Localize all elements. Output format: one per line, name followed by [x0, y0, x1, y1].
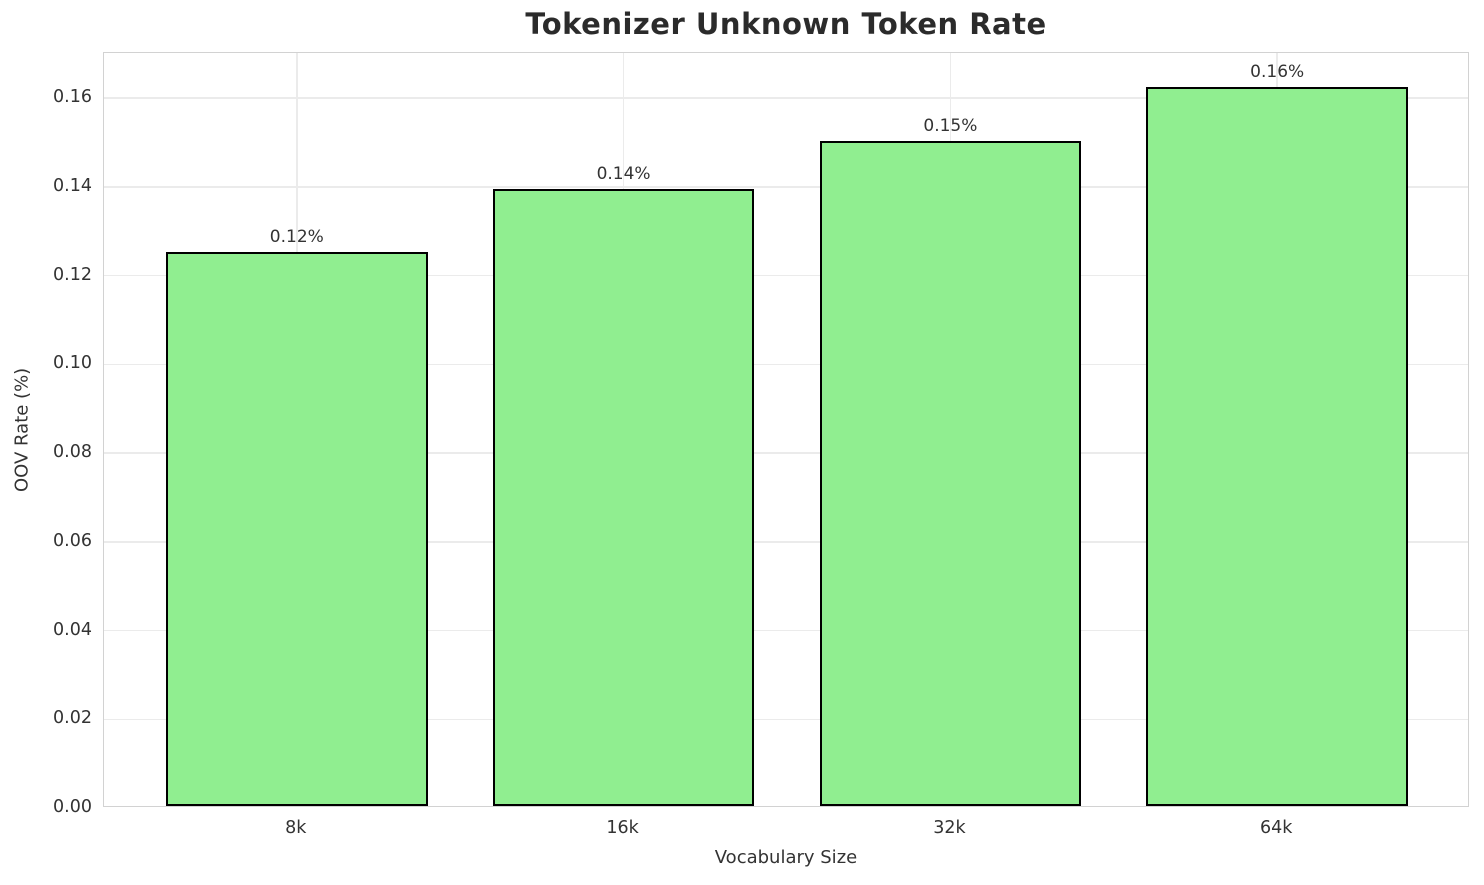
y-axis-label: OOV Rate (%) — [11, 367, 33, 492]
y-tick-label: 0.02 — [53, 708, 92, 729]
y-tick-label: 0.00 — [53, 797, 92, 817]
y-tick-label: 0.06 — [53, 530, 92, 551]
y-tick-label: 0.10 — [53, 353, 92, 374]
y-tick-label: 0.14 — [53, 175, 92, 196]
bar-value-label: 0.16% — [1250, 62, 1305, 83]
y-gridline — [104, 363, 1468, 366]
bar-16k — [492, 189, 755, 806]
y-tick-label: 0.08 — [53, 442, 92, 463]
bar-value-label: 0.15% — [923, 115, 978, 136]
y-gridline — [104, 629, 1468, 632]
x-tick-label: 64k — [1259, 818, 1293, 838]
y-tick-label: 0.12 — [53, 264, 92, 285]
x-tick-label: 16k — [606, 818, 639, 838]
bar-64k — [1146, 87, 1408, 806]
y-tick-label: 0.04 — [53, 619, 92, 640]
x-tick-label: 32k — [933, 818, 966, 838]
x-axis-label: Vocabulary Size — [714, 847, 858, 868]
chart-title: Tokenizer Unknown Token Rate — [525, 7, 1047, 41]
bar-value-label: 0.12% — [269, 226, 324, 247]
plot-area: 0.12% 0.14% 0.15% 0.16% — [103, 52, 1469, 807]
bar-8k — [166, 251, 428, 806]
y-gridline — [104, 541, 1468, 543]
y-gridline — [104, 452, 1468, 454]
y-gridline — [104, 97, 1468, 99]
y-gridline — [104, 274, 1468, 277]
y-gridline — [104, 718, 1468, 721]
y-gridline — [104, 186, 1468, 188]
x-tick-label: 8k — [285, 818, 307, 838]
bar-value-label: 0.14% — [596, 164, 651, 185]
y-tick-label: 0.16 — [53, 87, 92, 108]
bar-32k — [819, 140, 1082, 806]
